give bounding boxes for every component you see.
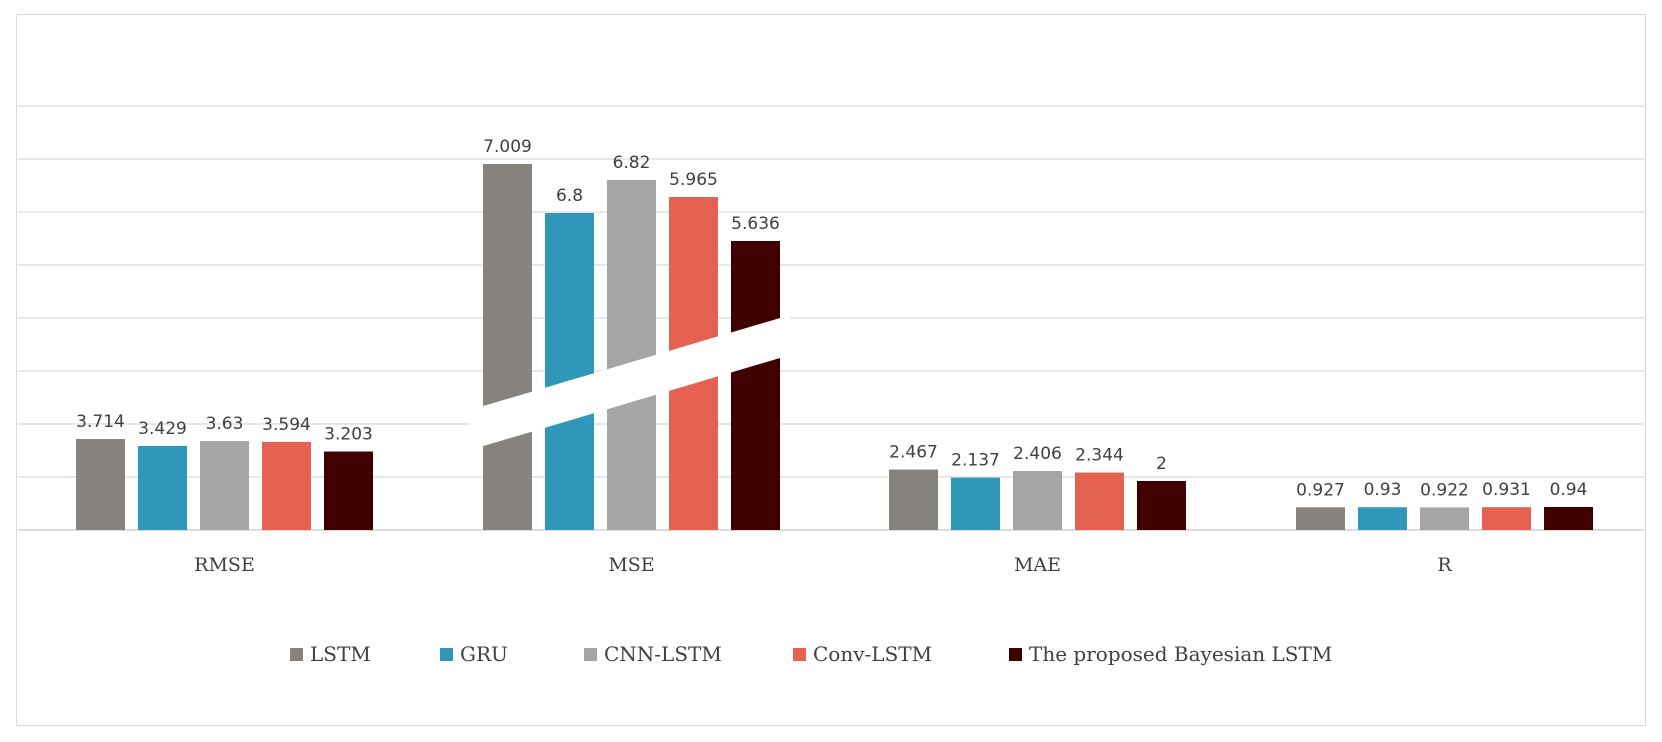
bar-mse-lstm <box>483 164 532 530</box>
bar-r-conv-lstm <box>1482 507 1531 530</box>
category-label-rmse: RMSE <box>194 554 255 576</box>
data-label: 0.927 <box>1296 480 1345 500</box>
data-label: 5.965 <box>669 170 718 190</box>
category-labels: RMSE MSE MAE R <box>194 554 1452 576</box>
bar-mse-gru <box>545 213 594 530</box>
axis-break-bands <box>470 315 790 450</box>
bar-mae-lstm <box>889 469 938 530</box>
data-label: 2.467 <box>889 443 938 463</box>
legend-label: The proposed Bayesian LSTM <box>1029 642 1332 666</box>
legend-label: GRU <box>460 642 508 666</box>
data-label: 5.636 <box>731 214 780 234</box>
legend: LSTM GRU CNN-LSTM Conv-LSTM The proposed Bay… <box>290 642 1332 666</box>
legend-swatch <box>584 648 597 661</box>
data-label: 2.137 <box>951 451 1000 471</box>
legend-swatch <box>440 648 453 661</box>
data-label: 6.82 <box>613 153 651 173</box>
bars <box>76 164 1593 530</box>
bar-mse-cnn-lstm <box>607 180 656 530</box>
legend-label: LSTM <box>310 642 371 666</box>
data-label: 3.203 <box>324 425 373 445</box>
bar-rmse-cnn-lstm <box>200 441 249 530</box>
data-label: 3.429 <box>138 419 187 439</box>
legend-label: Conv-LSTM <box>813 642 932 666</box>
bar-r-gru <box>1358 507 1407 530</box>
bar-mae-cnn-lstm <box>1013 471 1062 530</box>
data-label: 6.8 <box>556 186 583 206</box>
data-label: 7.009 <box>483 137 532 157</box>
data-label: 2 <box>1156 454 1167 474</box>
bar-mse-the-proposed-bayesian-lstm <box>731 241 780 530</box>
bar-mae-conv-lstm <box>1075 472 1124 530</box>
data-label: 3.594 <box>262 415 311 435</box>
data-labels: 3.714 3.429 3.63 3.594 3.203 7.009 6.8 6.82 5.96… <box>76 137 1587 500</box>
bar-r-lstm <box>1296 507 1345 530</box>
bar-mae-the-proposed-bayesian-lstm <box>1137 481 1186 530</box>
gridlines <box>18 105 1644 531</box>
bar-rmse-gru <box>138 445 187 530</box>
data-label: 0.93 <box>1364 480 1402 500</box>
legend-swatch <box>1009 648 1022 661</box>
data-label: 0.94 <box>1550 480 1588 500</box>
bar-r-cnn-lstm <box>1420 507 1469 530</box>
data-label: 2.344 <box>1075 446 1124 466</box>
bar-rmse-the-proposed-bayesian-lstm <box>324 451 373 530</box>
category-label-r: R <box>1437 554 1452 576</box>
legend-swatch <box>793 648 806 661</box>
category-label-mae: MAE <box>1014 554 1061 576</box>
data-label: 3.63 <box>206 414 244 434</box>
data-label: 0.922 <box>1420 480 1469 500</box>
legend-swatch <box>290 648 303 661</box>
bar-r-the-proposed-bayesian-lstm <box>1544 506 1593 530</box>
bar-rmse-conv-lstm <box>262 441 311 530</box>
data-label: 2.406 <box>1013 444 1062 464</box>
axis-break-band <box>470 315 790 450</box>
legend-label: CNN-LSTM <box>604 642 722 666</box>
chart-frame <box>16 14 1646 726</box>
data-label: 3.714 <box>76 412 125 432</box>
data-label: 0.931 <box>1482 480 1531 500</box>
bar-mae-gru <box>951 477 1000 530</box>
category-label-mse: MSE <box>608 554 654 576</box>
bar-rmse-lstm <box>76 439 125 530</box>
